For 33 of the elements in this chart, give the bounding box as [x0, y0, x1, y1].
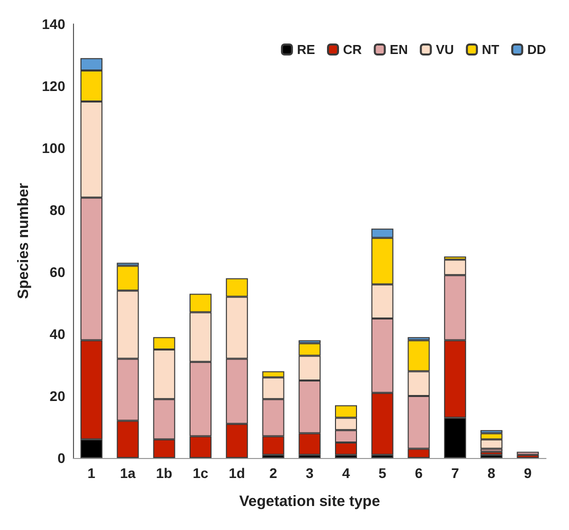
x-tick-label: 1c: [192, 465, 209, 481]
bar: [480, 452, 502, 455]
x-tick-label: 1: [88, 465, 96, 481]
x-tick-label: 7: [451, 465, 460, 481]
x-tick-label: 1a: [120, 465, 136, 481]
y-tick-label: 0: [57, 450, 66, 466]
y-tick-label: 20: [50, 388, 66, 404]
legend-label: CR: [343, 42, 362, 57]
bar: [516, 454, 539, 458]
legend-label: NT: [482, 42, 500, 57]
bar: [480, 454, 502, 458]
legend-label: VU: [436, 42, 454, 57]
x-tick-label: 1b: [156, 465, 172, 481]
y-tick-label: 60: [50, 264, 66, 280]
y-tick-label: 40: [50, 326, 66, 342]
y-tick-label: 100: [42, 140, 66, 156]
legend-label: RE: [296, 42, 316, 57]
legend-label: DD: [527, 42, 546, 57]
legend-label: EN: [390, 42, 408, 57]
x-tick-label: 3: [306, 465, 314, 481]
x-tick-label: 1d: [228, 465, 246, 481]
x-axis-title: Vegetation site type: [239, 493, 380, 510]
x-tick-label: 2: [269, 465, 278, 481]
y-axis-title: Species number: [15, 182, 32, 299]
x-tick-label: 4: [342, 465, 350, 481]
x-tick-label: 8: [488, 465, 496, 481]
x-tick-label: 6: [414, 465, 423, 481]
x-tick-label: 9: [524, 465, 532, 481]
x-tick-label: 5: [378, 465, 386, 481]
y-tick-label: 80: [50, 202, 66, 218]
y-tick-label: 140: [42, 16, 66, 32]
bar: [516, 452, 539, 455]
y-tick-label: 120: [42, 78, 66, 94]
